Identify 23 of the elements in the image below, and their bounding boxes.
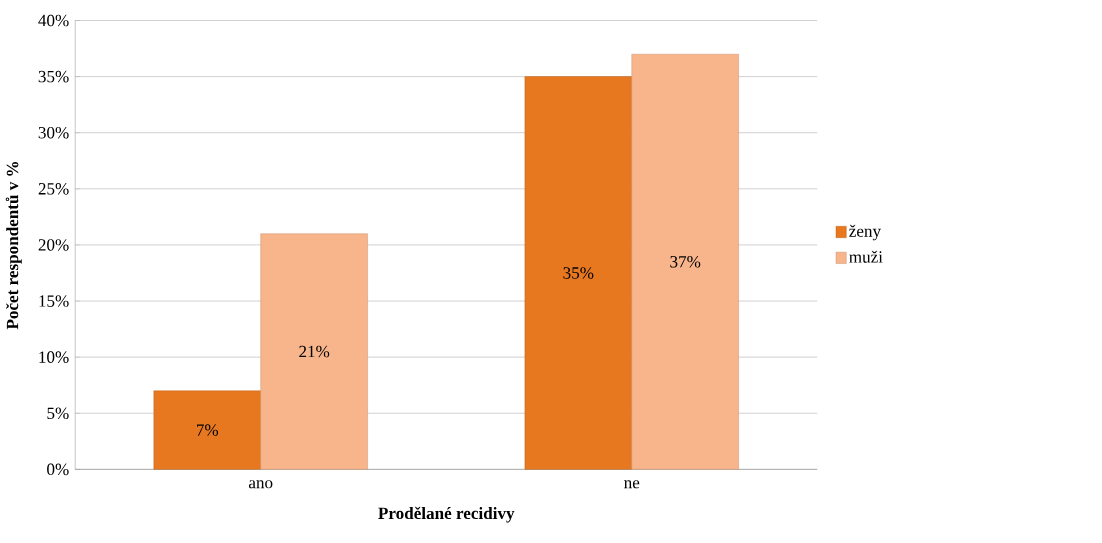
y-axis-title: Počet respondentů v % — [5, 162, 22, 330]
bar — [153, 390, 261, 470]
y-tick-label: 30% — [38, 126, 69, 139]
legend-label: ženy — [849, 224, 881, 241]
legend-label: muži — [849, 250, 883, 263]
y-tick-label: 0% — [47, 463, 69, 476]
data-label: 35% — [563, 267, 594, 279]
x-tick-label: ne — [624, 480, 640, 489]
x-tick-label: ano — [248, 480, 273, 489]
y-tick-label: 40% — [38, 14, 69, 27]
x-axis-title: Prodělané recidivy — [378, 506, 515, 523]
bar — [631, 53, 739, 470]
y-tick-label: 10% — [39, 351, 69, 363]
y-tick-label: 25% — [38, 183, 69, 195]
data-label: 37% — [670, 256, 701, 268]
bar — [260, 233, 368, 470]
y-tick-label: 20% — [38, 239, 69, 251]
data-label: 7% — [197, 424, 219, 436]
y-tick-label: 35% — [38, 70, 69, 83]
bar — [524, 76, 632, 470]
data-label: 21% — [299, 345, 330, 358]
y-tick-label: 5% — [47, 407, 69, 420]
y-tick-label: 15% — [39, 295, 69, 307]
